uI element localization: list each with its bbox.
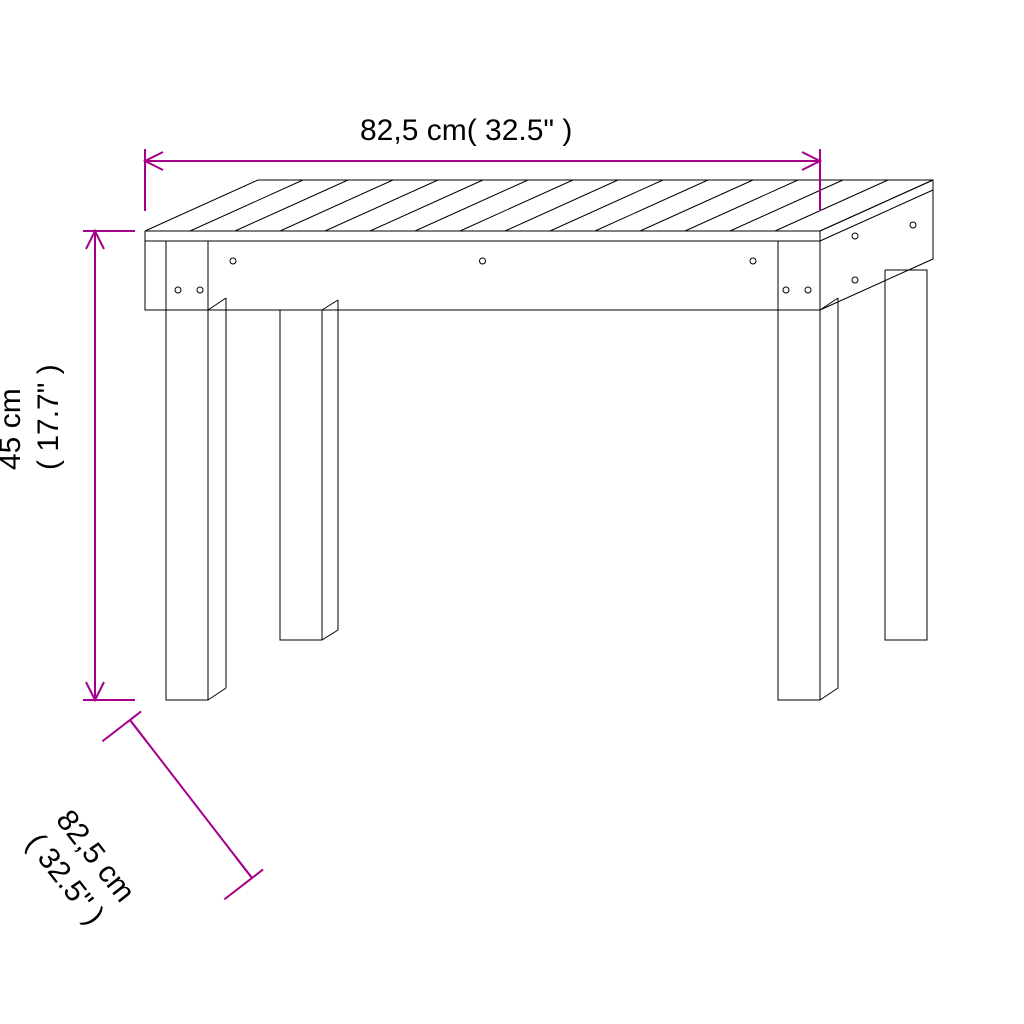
depth-dimension-label: 82,5 cm( 32.5" ) bbox=[20, 804, 142, 932]
width-dimension-label: 82,5 cm( 32.5" ) bbox=[360, 114, 572, 147]
height-dimension-label: 45 cm( 17.7" ) bbox=[0, 364, 65, 470]
